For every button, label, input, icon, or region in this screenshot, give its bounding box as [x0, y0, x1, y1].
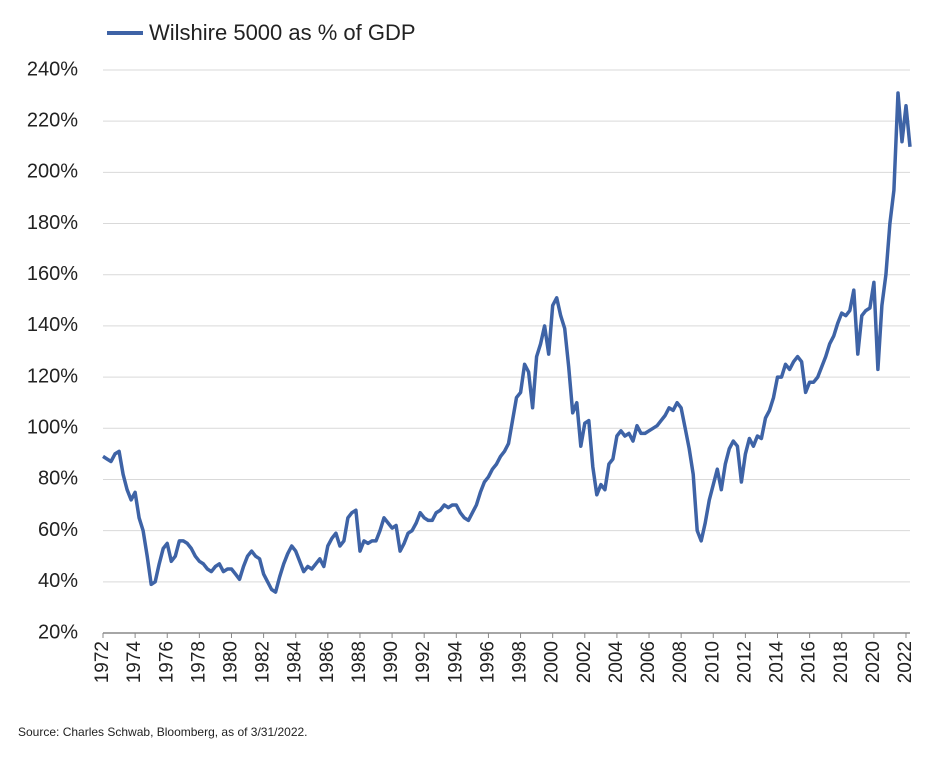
y-tick-label: 80%: [38, 468, 78, 490]
x-tick-label: 1984: [285, 641, 306, 684]
x-tick-label: 1988: [349, 641, 370, 683]
x-tick-label: 2008: [670, 641, 691, 683]
y-tick-label: 160%: [27, 263, 78, 285]
y-tick-label: 40%: [38, 570, 78, 592]
x-tick-label: 1978: [188, 641, 209, 683]
source-note: Source: Charles Schwab, Bloomberg, as of…: [18, 725, 308, 739]
x-tick-label: 2004: [606, 641, 627, 684]
y-tick-label: 180%: [27, 212, 78, 234]
y-tick-label: 120%: [27, 365, 78, 387]
x-tick-label: 1976: [156, 641, 177, 683]
x-tick-label: 1990: [381, 641, 402, 683]
x-tick-label: 2000: [542, 641, 563, 683]
x-tick-label: 1986: [317, 641, 338, 683]
y-tick-label: 100%: [27, 417, 78, 439]
y-tick-label: 220%: [27, 109, 78, 131]
legend-label: Wilshire 5000 as % of GDP: [149, 20, 416, 45]
y-tick-label: 20%: [38, 621, 78, 643]
data-line: [102, 91, 912, 594]
x-tick-label: 2022: [895, 641, 916, 683]
x-tick-label: 1980: [220, 641, 241, 683]
x-tick-label: 1982: [253, 641, 274, 683]
x-tick-label: 2016: [799, 641, 820, 683]
x-tick-label: 2012: [734, 641, 755, 683]
x-tick-label: 1996: [477, 641, 498, 683]
x-tick-label: 2018: [831, 641, 852, 683]
x-tick-label: 1974: [124, 641, 145, 684]
x-tick-label: 1994: [445, 641, 466, 684]
y-tick-label: 240%: [27, 58, 78, 80]
x-tick-label: 2014: [767, 641, 788, 684]
y-tick-label: 60%: [38, 519, 78, 541]
y-tick-label: 200%: [27, 161, 78, 183]
y-tick-label: 140%: [27, 314, 78, 336]
x-tick-label: 1972: [92, 641, 113, 683]
x-tick-label: 1992: [413, 641, 434, 683]
x-tick-label: 2010: [702, 641, 723, 683]
x-tick-label: 1998: [510, 641, 531, 683]
x-tick-label: 2020: [863, 641, 884, 683]
x-tick-label: 2002: [574, 641, 595, 683]
x-tick-label: 2006: [638, 641, 659, 683]
